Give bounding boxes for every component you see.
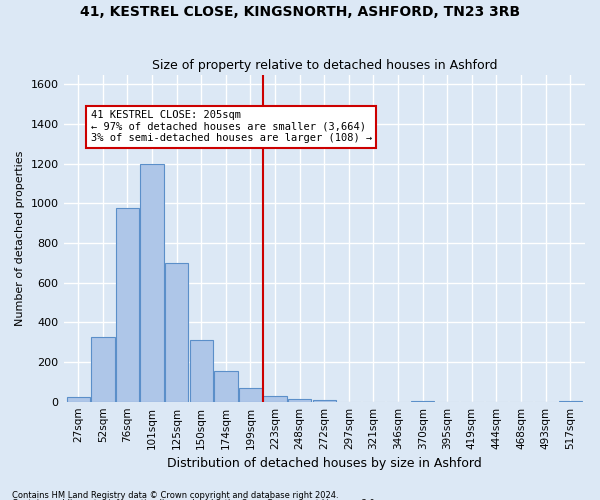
Bar xyxy=(190,340,213,402)
Text: Contains public sector information licensed under the Open Government Licence v3: Contains public sector information licen… xyxy=(12,499,377,500)
Bar xyxy=(214,371,238,402)
Text: 41, KESTREL CLOSE, KINGSNORTH, ASHFORD, TN23 3RB: 41, KESTREL CLOSE, KINGSNORTH, ASHFORD, … xyxy=(80,5,520,19)
Bar xyxy=(313,400,336,402)
Bar xyxy=(239,388,262,402)
Bar xyxy=(263,396,287,402)
X-axis label: Distribution of detached houses by size in Ashford: Distribution of detached houses by size … xyxy=(167,457,482,470)
Bar xyxy=(116,208,139,402)
Bar xyxy=(165,263,188,402)
Bar xyxy=(288,398,311,402)
Y-axis label: Number of detached properties: Number of detached properties xyxy=(15,150,25,326)
Text: Contains HM Land Registry data © Crown copyright and database right 2024.: Contains HM Land Registry data © Crown c… xyxy=(12,490,338,500)
Bar xyxy=(411,400,434,402)
Bar xyxy=(67,396,90,402)
Text: 41 KESTREL CLOSE: 205sqm
← 97% of detached houses are smaller (3,664)
3% of semi: 41 KESTREL CLOSE: 205sqm ← 97% of detach… xyxy=(91,110,372,144)
Bar xyxy=(140,164,164,402)
Title: Size of property relative to detached houses in Ashford: Size of property relative to detached ho… xyxy=(152,59,497,72)
Bar xyxy=(91,337,115,402)
Bar xyxy=(559,400,582,402)
